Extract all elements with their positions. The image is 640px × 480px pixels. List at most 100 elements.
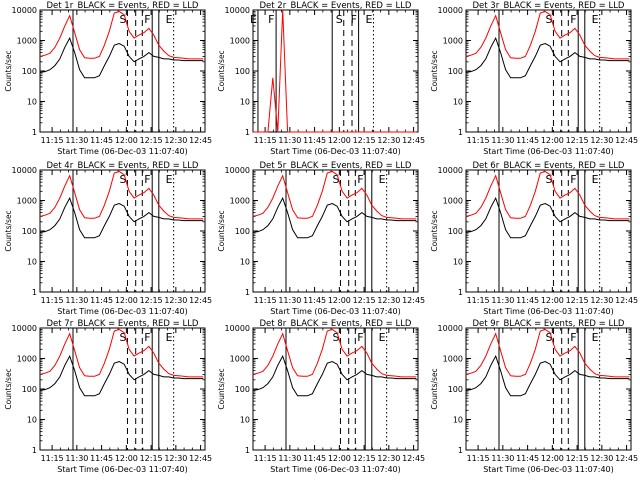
panel-title: Det 6r_BLACK = Events, RED = LLD <box>473 161 625 171</box>
y-tick-label: 100 <box>22 385 37 394</box>
x-tick-label: 11:30 <box>491 296 514 305</box>
x-tick-label: 11:30 <box>278 136 301 145</box>
x-tick-label: 11:15 <box>254 454 277 463</box>
x-tick-label: 11:45 <box>516 136 539 145</box>
y-axis-label: Counts/sec <box>430 210 439 251</box>
x-tick-label: 12:00 <box>115 296 138 305</box>
y-tick-label: 1 <box>32 288 37 297</box>
x-tick-label: 12:15 <box>353 296 376 305</box>
y-axis-label: Counts/sec <box>4 368 13 409</box>
time-marker-label: E <box>365 13 372 26</box>
lld-series-line <box>253 9 417 133</box>
events-series-line <box>39 354 204 397</box>
lld-series-line <box>252 328 417 378</box>
x-tick-label: 12:00 <box>328 136 351 145</box>
y-tick-label: 1 <box>245 288 250 297</box>
x-tick-label: 12:30 <box>590 296 613 305</box>
time-marker-label: E <box>166 173 173 186</box>
y-tick-label: 1000 <box>17 197 37 206</box>
x-tick-label: 12:00 <box>541 296 564 305</box>
y-tick-label: 100 <box>448 67 463 76</box>
time-marker-label: E <box>379 331 386 344</box>
time-marker-label: F <box>144 13 150 26</box>
panel-title: Det 7r_BLACK = Events, RED = LLD <box>47 319 199 329</box>
y-tick-label: 10000 <box>225 324 250 333</box>
x-tick-label: 12:45 <box>189 296 212 305</box>
x-axis-label: Start Time (06-Dec-03 11:07:40) <box>57 147 188 156</box>
x-tick-label: 12:15 <box>353 454 376 463</box>
y-axis-label: Counts/sec <box>217 50 226 91</box>
y-axis-label: Counts/sec <box>430 50 439 91</box>
events-series-line <box>465 354 630 397</box>
panel-title: Det 5r_BLACK = Events, RED = LLD <box>260 161 412 171</box>
x-tick-label: 12:15 <box>566 296 589 305</box>
y-tick-label: 1000 <box>17 37 37 46</box>
x-axis-label: Start Time (06-Dec-03 11:07:40) <box>57 307 188 316</box>
x-tick-label: 12:30 <box>590 136 613 145</box>
y-tick-label: 10 <box>240 416 250 425</box>
panel-title: Det 1r_BLACK = Events, RED = LLD <box>47 1 199 11</box>
x-tick-label: 12:45 <box>615 454 638 463</box>
time-marker-label: S <box>332 173 339 186</box>
lld-series-line <box>465 10 630 60</box>
x-axis-label: Start Time (06-Dec-03 11:07:40) <box>483 147 614 156</box>
time-marker-label: S <box>119 13 126 26</box>
x-axis-label: Start Time (06-Dec-03 11:07:40) <box>270 465 401 474</box>
x-tick-label: 12:45 <box>402 454 425 463</box>
y-tick-label: 1000 <box>230 37 250 46</box>
x-tick-label: 11:15 <box>254 296 277 305</box>
time-marker-label: E <box>592 173 599 186</box>
x-tick-label: 12:30 <box>377 296 400 305</box>
y-tick-label: 10 <box>27 416 37 425</box>
x-tick-label: 11:45 <box>90 454 113 463</box>
time-marker-label: S <box>545 13 552 26</box>
y-axis-label: Counts/sec <box>4 210 13 251</box>
lld-series-line <box>252 170 417 220</box>
y-tick-label: 1 <box>32 446 37 455</box>
panel-det-5: Det 5r_BLACK = Events, RED = LLD 1 10 100 10… <box>217 161 425 316</box>
x-tick-label: 11:30 <box>278 296 301 305</box>
x-tick-label: 12:15 <box>140 136 163 145</box>
x-tick-label: 12:45 <box>402 296 425 305</box>
x-tick-label: 11:45 <box>90 296 113 305</box>
panel-det-4: Det 4r_BLACK = Events, RED = LLD 1 10 100 10… <box>4 161 212 316</box>
x-tick-label: 11:45 <box>516 454 539 463</box>
panel-title: Det 2r_BLACK = Events, RED = LLD <box>260 1 412 11</box>
y-tick-label: 1000 <box>17 355 37 364</box>
y-tick-label: 100 <box>448 385 463 394</box>
x-tick-label: 11:15 <box>254 136 277 145</box>
y-tick-label: 10000 <box>225 6 250 15</box>
x-tick-label: 12:15 <box>566 136 589 145</box>
panel-det-2: Det 2r_BLACK = Events, RED = LLD 1 10 100 10… <box>217 1 425 156</box>
y-tick-label: 10 <box>240 258 250 267</box>
panel-title: Det 9r_BLACK = Events, RED = LLD <box>473 319 625 329</box>
x-tick-label: 12:15 <box>566 454 589 463</box>
time-marker-label: S <box>332 331 339 344</box>
x-tick-label: 12:15 <box>140 296 163 305</box>
y-tick-label: 10 <box>453 416 463 425</box>
y-tick-label: 10000 <box>438 6 463 15</box>
time-marker-label: F <box>357 331 363 344</box>
y-tick-label: 100 <box>22 67 37 76</box>
y-tick-label: 10 <box>27 98 37 107</box>
y-tick-label: 1 <box>458 446 463 455</box>
x-tick-label: 12:45 <box>615 136 638 145</box>
x-tick-label: 12:30 <box>590 454 613 463</box>
panel-det-8: Det 8r_BLACK = Events, RED = LLD 1 10 100 10… <box>217 319 425 474</box>
x-axis-label: Start Time (06-Dec-03 11:07:40) <box>270 147 401 156</box>
y-tick-label: 100 <box>235 385 250 394</box>
x-tick-label: 12:45 <box>189 454 212 463</box>
time-marker-label: S <box>336 13 343 26</box>
x-tick-label: 11:15 <box>467 454 490 463</box>
panel-det-3: Det 3r_BLACK = Events, RED = LLD 1 10 100 10… <box>430 1 638 156</box>
time-marker-label: F <box>144 173 150 186</box>
y-axis-label: Counts/sec <box>4 50 13 91</box>
y-tick-label: 1000 <box>443 355 463 364</box>
x-tick-label: 12:00 <box>541 454 564 463</box>
panel-title: Det 8r_BLACK = Events, RED = LLD <box>260 319 412 329</box>
y-tick-label: 100 <box>448 227 463 236</box>
y-tick-label: 10 <box>27 258 37 267</box>
time-marker-label: S <box>119 173 126 186</box>
y-tick-label: 1 <box>32 128 37 137</box>
